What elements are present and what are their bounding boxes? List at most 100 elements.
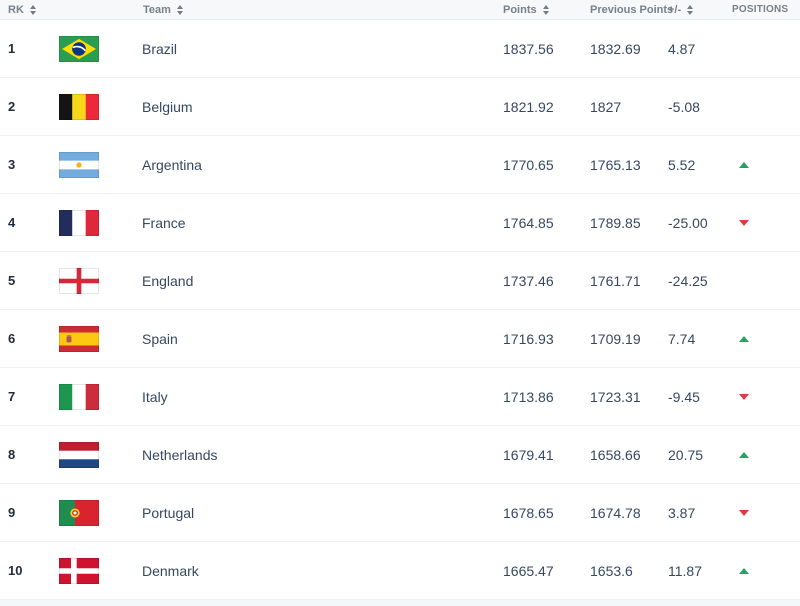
header-positions: POSITIONS [726, 4, 800, 15]
table-row[interactable]: 7 Italy 1713.86 1723.31 -9.45 [0, 368, 800, 426]
team-name[interactable]: Argentina [142, 156, 202, 173]
points-cell: 1821.92 [503, 98, 554, 115]
table-row[interactable]: 9 Portugal 1678.65 1674.78 3.87 [0, 484, 800, 542]
points-cell: 1678.65 [503, 504, 554, 521]
flag-cell [59, 209, 142, 236]
rank-cell: 1 [8, 41, 16, 56]
flag-cell [59, 557, 142, 584]
team-name[interactable]: Spain [142, 330, 178, 347]
sort-icon [176, 4, 183, 15]
previous-points-cell: 1709.19 [590, 330, 641, 347]
sort-icon [687, 4, 694, 15]
flag-cell [59, 93, 142, 120]
header-rank-label: RK [8, 3, 24, 16]
previous-points-cell: 1653.6 [590, 562, 633, 579]
position-movement-cell [726, 509, 800, 516]
table-bottom-strip [0, 600, 800, 606]
flag-denmark-icon [59, 557, 99, 584]
table-row[interactable]: 8 Netherlands 1679.41 1658.66 20.75 [0, 426, 800, 484]
position-movement-cell [726, 567, 800, 574]
header-plus-minus[interactable]: +/- [668, 4, 726, 16]
team-name[interactable]: Denmark [142, 562, 199, 579]
previous-points-cell: 1832.69 [590, 40, 641, 57]
header-team-label: Team [143, 3, 171, 16]
team-name[interactable]: Belgium [142, 98, 193, 115]
points-delta-cell: -24.25 [668, 272, 708, 289]
flag-cell [59, 325, 142, 352]
rank-cell: 2 [8, 99, 16, 114]
position-movement-cell [726, 451, 800, 458]
header-team[interactable]: Team [59, 4, 503, 16]
flag-cell [59, 151, 142, 178]
previous-points-cell: 1761.71 [590, 272, 641, 289]
flag-argentina-icon [59, 151, 99, 178]
points-delta-cell: 4.87 [668, 40, 696, 57]
flag-cell [59, 35, 142, 62]
rank-cell: 4 [8, 215, 16, 230]
rank-cell: 5 [8, 273, 16, 288]
movement-arrow-icon [739, 335, 749, 342]
flag-cell [59, 499, 142, 526]
table-header-row: RK Team Points Previous Points +/- POSIT… [0, 0, 800, 20]
table-row[interactable]: 4 France 1764.85 1789.85 -25.00 [0, 194, 800, 252]
points-cell: 1770.65 [503, 156, 554, 173]
rank-cell: 3 [8, 157, 16, 172]
team-name[interactable]: France [142, 214, 186, 231]
table-row[interactable]: 5 England 1737.46 1761.71 -24.25 [0, 252, 800, 310]
table-body: 1 Brazil 1837.56 1832.69 4.87 2 Belgium … [0, 20, 800, 600]
table-row[interactable]: 3 Argentina 1770.65 1765.13 5.52 [0, 136, 800, 194]
header-plus-minus-label: +/- [668, 3, 682, 16]
movement-arrow-icon [739, 509, 749, 516]
points-delta-cell: 7.74 [668, 330, 696, 347]
header-rank[interactable]: RK [0, 4, 59, 16]
team-name[interactable]: Portugal [142, 504, 195, 521]
team-name[interactable]: Brazil [142, 40, 178, 57]
flag-england-icon [59, 267, 99, 294]
points-delta-cell: -9.45 [668, 388, 700, 405]
flag-cell [59, 383, 142, 410]
position-movement-cell [726, 335, 800, 342]
flag-portugal-icon [59, 499, 99, 526]
points-cell: 1764.85 [503, 214, 554, 231]
previous-points-cell: 1789.85 [590, 214, 641, 231]
flag-italy-icon [59, 383, 99, 410]
movement-arrow-icon [739, 567, 749, 574]
movement-arrow-icon [739, 393, 749, 400]
table-row[interactable]: 1 Brazil 1837.56 1832.69 4.87 [0, 20, 800, 78]
points-cell: 1665.47 [503, 562, 554, 579]
flag-spain-icon [59, 325, 99, 352]
points-delta-cell: 3.87 [668, 504, 696, 521]
movement-arrow-icon [739, 161, 749, 168]
position-movement-cell [726, 219, 800, 226]
table-row[interactable]: 10 Denmark 1665.47 1653.6 11.87 [0, 542, 800, 600]
flag-belgium-icon [59, 93, 99, 120]
team-name[interactable]: Italy [142, 388, 168, 405]
flag-netherlands-icon [59, 441, 99, 468]
team-name[interactable]: England [142, 272, 194, 289]
team-name[interactable]: Netherlands [142, 446, 218, 463]
sort-icon [542, 4, 549, 15]
flag-cell [59, 267, 142, 294]
flag-cell [59, 441, 142, 468]
points-delta-cell: -25.00 [668, 214, 708, 231]
movement-arrow-icon [739, 451, 749, 458]
points-delta-cell: -5.08 [668, 98, 700, 115]
points-delta-cell: 5.52 [668, 156, 696, 173]
header-previous-points-label: Previous Points [590, 3, 674, 16]
flag-brazil-icon [59, 35, 99, 62]
header-previous-points: Previous Points [590, 4, 673, 16]
header-points[interactable]: Points [503, 4, 590, 16]
previous-points-cell: 1723.31 [590, 388, 641, 405]
position-movement-cell [726, 393, 800, 400]
movement-arrow-icon [739, 219, 749, 226]
rank-cell: 8 [8, 447, 16, 462]
header-positions-label: POSITIONS [732, 4, 789, 15]
previous-points-cell: 1765.13 [590, 156, 641, 173]
table-row[interactable]: 6 Spain 1716.93 1709.19 7.74 [0, 310, 800, 368]
sort-icon [29, 4, 36, 15]
points-delta-cell: 20.75 [668, 446, 704, 463]
previous-points-cell: 1827 [590, 98, 622, 115]
points-cell: 1713.86 [503, 388, 554, 405]
table-row[interactable]: 2 Belgium 1821.92 1827 -5.08 [0, 78, 800, 136]
